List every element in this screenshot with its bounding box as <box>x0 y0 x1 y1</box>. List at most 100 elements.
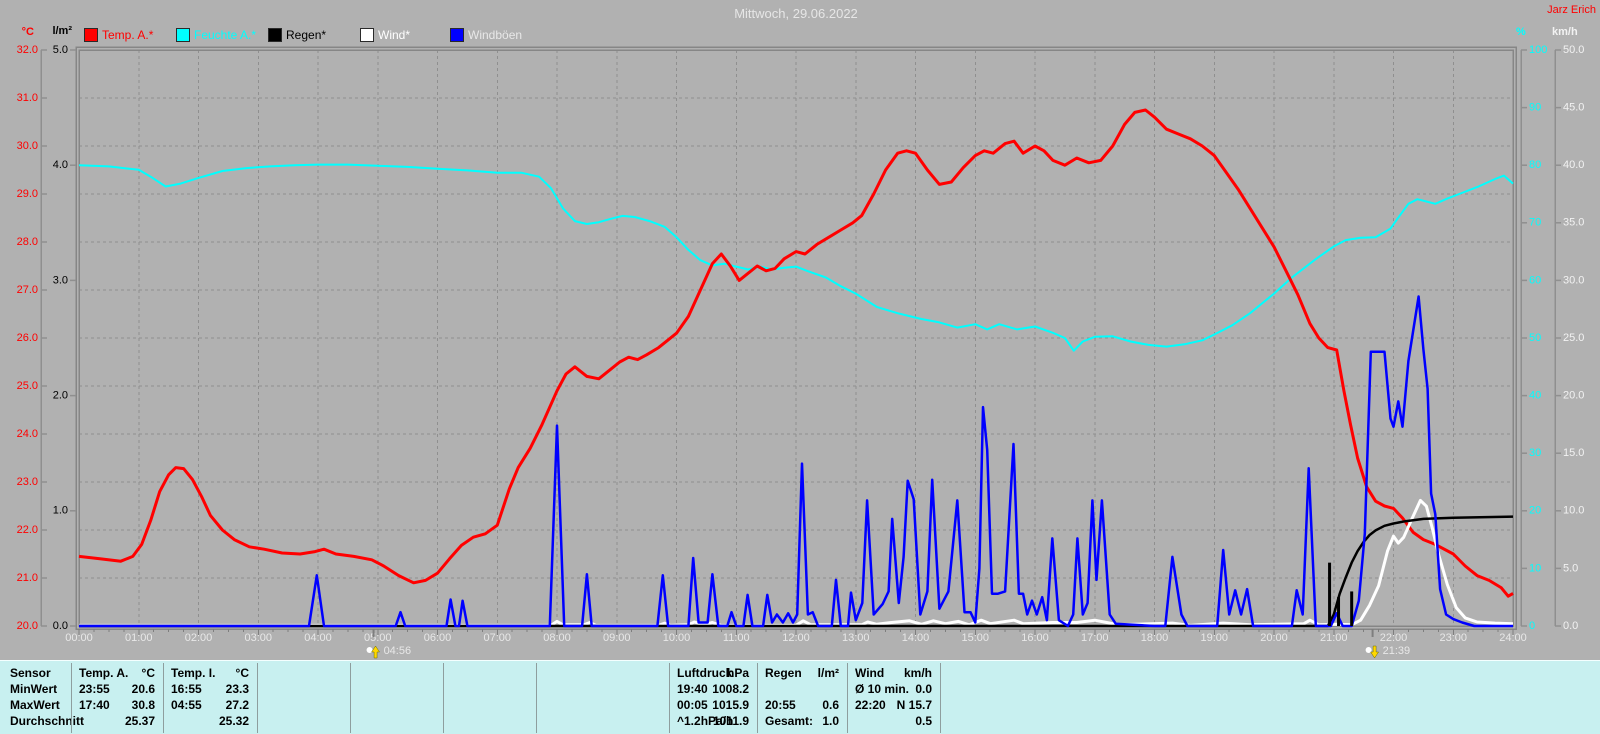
table-cell-value: 30.8 <box>131 698 155 712</box>
table-cell-value: 1.0 <box>822 714 839 728</box>
temp-tick-label: 29.0 <box>17 188 38 200</box>
time-tick-label: 04:00 <box>304 632 332 644</box>
time-tick-label: 16:00 <box>1021 632 1049 644</box>
time-tick-label: 09:00 <box>603 632 631 644</box>
table-cell-value: 25.32 <box>218 714 249 728</box>
rain-tick-label: 1.0 <box>53 505 68 517</box>
summary-table: Sensor MinWert MaxWert Durchschnitt Temp. A.… <box>0 660 1600 734</box>
temp-tick-label: 20.0 <box>17 620 38 632</box>
table-col-header: Luftdruck <box>677 666 733 680</box>
legend-swatch <box>84 28 98 42</box>
wind-tick-label: 0.0 <box>1563 620 1578 632</box>
rain-tick-label: 5.0 <box>53 44 68 56</box>
sunrise-time-label: 04:56 <box>384 645 412 657</box>
table-col-unit: hPa <box>726 666 749 680</box>
wind-tick-label: 30.0 <box>1563 274 1584 286</box>
wind-tick-label: 35.0 <box>1563 217 1584 229</box>
time-tick-label: 06:00 <box>424 632 452 644</box>
time-tick-label: 14:00 <box>902 632 930 644</box>
legend-swatch <box>268 28 282 42</box>
time-tick-label: 19:00 <box>1200 632 1228 644</box>
table-cell-value: 27.2 <box>225 698 249 712</box>
time-tick-label: 05:00 <box>364 632 392 644</box>
wind-tick-label: 25.0 <box>1563 332 1584 344</box>
table-cell-time: 20:55 <box>765 698 796 712</box>
legend-label: Temp. A.* <box>102 28 154 42</box>
humidity-tick-label: 40 <box>1529 390 1541 402</box>
legend: Temp. A.* Feuchte A.* Regen* Wind* Windböen <box>84 28 542 42</box>
table-column-separator <box>443 663 444 733</box>
time-tick-label: 23:00 <box>1439 632 1467 644</box>
humidity-tick-label: 60 <box>1529 274 1541 286</box>
table-cell-time: 04:55 <box>171 698 202 712</box>
time-tick-label: 11:00 <box>723 632 750 644</box>
time-tick-label: 12:00 <box>782 632 810 644</box>
humidity-tick-label: 90 <box>1529 102 1541 114</box>
legend-swatch <box>176 28 190 42</box>
table-column-separator <box>940 663 941 733</box>
legend-label: Windböen <box>468 28 523 42</box>
table-column-separator <box>669 663 670 733</box>
rain-tick-label: 0.0 <box>53 620 68 632</box>
humidity-tick-label: 50 <box>1529 332 1541 344</box>
temp-tick-label: 21.0 <box>17 572 38 584</box>
table-col-unit: °C <box>235 666 249 680</box>
table-cell-time: ^1.2hPa/h <box>677 714 734 728</box>
legend-swatch <box>450 28 464 42</box>
table-column-separator <box>350 663 351 733</box>
wind-tick-label: 5.0 <box>1563 562 1578 574</box>
table-cell-value: 1011.9 <box>712 714 749 728</box>
humidity-tick-label: 0 <box>1529 620 1535 632</box>
time-tick-label: 17:00 <box>1081 632 1109 644</box>
table-col-header: Wind <box>855 666 885 680</box>
table-col-header: Temp. A. <box>79 666 129 680</box>
wind-tick-label: 20.0 <box>1563 390 1584 402</box>
humidity-tick-label: 80 <box>1529 159 1541 171</box>
sunset-icon <box>1365 645 1380 659</box>
table-cell-value: 20.6 <box>131 682 155 696</box>
temp-tick-label: 23.0 <box>17 476 38 488</box>
table-col-header: Temp. I. <box>171 666 216 680</box>
series-tempa <box>78 108 1514 598</box>
table-cell-value: 1008.2 <box>712 682 749 696</box>
temp-tick-label: 24.0 <box>17 428 38 440</box>
legend-label: Wind* <box>378 28 411 42</box>
temp-axis-unit: °C <box>21 26 34 38</box>
time-tick-label: 07:00 <box>483 632 511 644</box>
time-tick-label: 01:00 <box>125 632 153 644</box>
rain-tick-label: 2.0 <box>53 390 68 402</box>
wind-tick-label: 15.0 <box>1563 447 1584 459</box>
table-col-unit: l/m² <box>817 666 839 680</box>
table-cell-value: 0.5 <box>915 714 932 728</box>
temp-tick-label: 30.0 <box>17 140 38 152</box>
time-tick-label: 03:00 <box>244 632 272 644</box>
series-windböen <box>79 295 1513 628</box>
legend-item-2: Feuchte A.* <box>176 28 268 42</box>
temp-tick-label: 27.0 <box>17 284 38 296</box>
table-cell-time: 19:40 <box>677 682 708 696</box>
temp-tick-label: 22.0 <box>17 524 38 536</box>
table-cell-value: 0.0 <box>915 682 932 696</box>
table-cell-value: 1015.9 <box>712 698 749 712</box>
table-cell-time: 22:20 <box>855 698 886 712</box>
legend-item-4: Wind* <box>360 28 450 42</box>
table-col-unit: °C <box>141 666 155 680</box>
table-col-unit: km/h <box>903 666 932 680</box>
table-column-separator <box>163 663 164 733</box>
wind-tick-label: 40.0 <box>1563 159 1584 171</box>
table-cell-time: 00:05 <box>677 698 708 712</box>
wind-axis-unit: km/h <box>1552 26 1578 38</box>
rain-tick-label: 3.0 <box>53 274 68 286</box>
weather-chart: 20.0 21.0 22.0 23.0 24.0 25.0 26.0 27.0 28.0 29.0… <box>17 44 1584 659</box>
legend-label: Regen* <box>286 28 327 42</box>
table-row-label: Sensor <box>10 666 51 680</box>
table-cell-time: 16:55 <box>171 682 202 696</box>
time-tick-label: 00:00 <box>65 632 93 644</box>
time-tick-label: 08:00 <box>543 632 571 644</box>
legend-item-3: Regen* <box>268 28 360 42</box>
table-cell-value: 0.6 <box>822 698 839 712</box>
series-regen <box>79 515 1514 628</box>
temp-tick-label: 32.0 <box>17 44 38 56</box>
rain-axis-unit: l/m² <box>52 25 72 37</box>
wind-tick-label: 50.0 <box>1563 44 1584 56</box>
